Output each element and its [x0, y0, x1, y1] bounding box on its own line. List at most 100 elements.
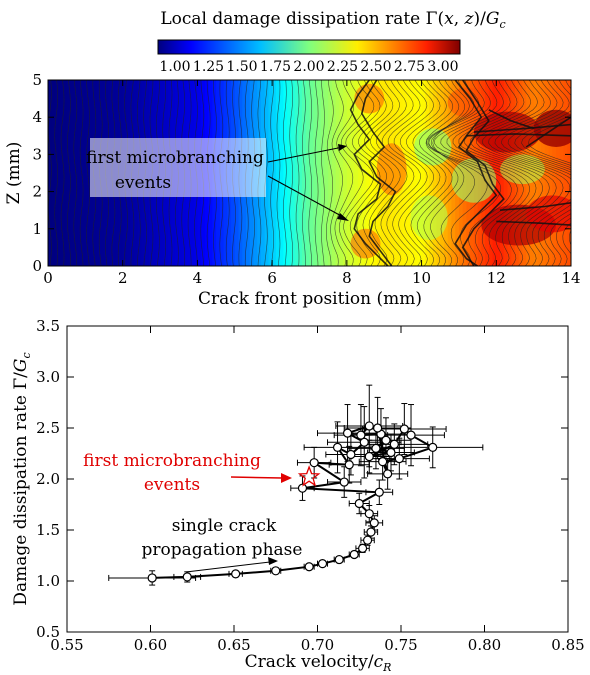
microbranch-label-line-1: first microbranching: [83, 451, 261, 471]
crack-front-line: [446, 80, 531, 266]
heatmap-strip: [294, 80, 299, 266]
data-point: [394, 454, 404, 464]
microbranch-line: [360, 80, 397, 266]
colorbar-tick-label: 2.50: [360, 59, 391, 75]
crack-front-line: [263, 80, 268, 266]
microbranch-annotation: first microbranching events: [83, 451, 292, 495]
heatmap-strip: [328, 80, 333, 266]
crack-front-line: [54, 80, 59, 266]
heatmap-xtick-label: 4: [193, 269, 203, 287]
heatmap-strip: [316, 80, 322, 266]
crack-front-line: [283, 80, 287, 266]
colorbar: 1.00 1.25 1.50 1.75 2.00 2.25 2.50 2.75 3.00: [157, 39, 461, 75]
heatmap-strip: [298, 80, 303, 266]
crack-front-line: [86, 80, 90, 266]
annotation-box: [90, 138, 266, 197]
crack-front-line: [404, 80, 441, 266]
single-crack-arrow: [185, 561, 271, 573]
data-point: [381, 435, 391, 445]
data-point: [428, 442, 438, 452]
data-point: [366, 527, 376, 537]
heatmap-strip: [350, 80, 355, 266]
crack-front-line: [374, 80, 408, 266]
crack-front-line: [362, 80, 394, 266]
colorbar-tick-label: 2.25: [327, 59, 358, 75]
crack-front-line: [410, 80, 447, 266]
data-point: [344, 460, 354, 470]
crack-front-line: [476, 80, 564, 266]
data-point: [334, 554, 344, 565]
data-point: [349, 549, 359, 560]
data-point: [346, 449, 356, 460]
microbranch-arrow: [230, 476, 283, 479]
scatter-xtick-label: 0.55: [50, 636, 83, 654]
heatmap-ytick-label: 2: [32, 183, 42, 201]
microbranch-arrowhead: [281, 473, 292, 483]
crack-front-line: [458, 80, 544, 266]
scatter-panel: 0.55 0.60 0.65 0.70 0.75 0.80 0.85 0.5 1.0 1.5 2.0…: [11, 317, 585, 674]
heatmap-xtick-label: 0: [43, 269, 53, 287]
heatmap-strip: [74, 80, 79, 266]
crack-front-line: [330, 80, 344, 266]
data-point: [383, 469, 393, 479]
crack-front-line: [380, 80, 415, 266]
heatmap-xlabel: Crack front position (mm): [198, 289, 422, 309]
heatmap-strip: [81, 80, 86, 266]
heatmap-strip: [66, 80, 72, 266]
crack-front-line: [67, 80, 71, 266]
heatmap-xtick-label: 6: [267, 269, 277, 287]
heatmap-strip: [559, 80, 565, 266]
scatter-xtick-label: 0.65: [217, 636, 250, 654]
microbranch-line: [525, 116, 571, 148]
heatmap-strip: [77, 80, 83, 266]
crack-front-line: [343, 80, 375, 266]
heatmap-strip: [264, 80, 270, 266]
heatmap-strip: [425, 80, 430, 266]
colorbar-tick-label: 3.00: [427, 59, 458, 75]
data-point: [342, 428, 353, 438]
heatmap-ytick-label: 5: [32, 71, 42, 89]
crack-front-line: [494, 80, 571, 266]
crack-front-line: [427, 80, 512, 266]
single-crack-label-line-1: single crack: [172, 516, 277, 536]
heatmap-strip: [343, 80, 348, 266]
heatmap-strip: [324, 80, 329, 266]
crack-front-line: [528, 117, 571, 246]
data-point: [339, 477, 349, 487]
data-point: [354, 498, 364, 509]
heatmap-strip: [287, 80, 292, 266]
crack-front-line: [48, 80, 52, 266]
heatmap-strip: [358, 80, 363, 266]
heatmap-strip: [414, 80, 419, 266]
data-point: [386, 447, 396, 458]
heatmap-strip: [369, 80, 374, 266]
microbranch-line: [461, 80, 505, 266]
data-point: [332, 442, 343, 452]
data-point: [371, 443, 381, 453]
heatmap-strip: [70, 80, 75, 266]
scatter-xtick-label: 0.60: [134, 636, 167, 654]
crack-front-line: [430, 80, 476, 266]
heatmap-xtick-label: 14: [561, 269, 580, 287]
data-point: [406, 430, 416, 440]
data-point: [147, 573, 157, 583]
colorbar-gradient: [157, 39, 461, 55]
microbranch-line: [466, 133, 571, 137]
heatmap-strip: [275, 80, 281, 266]
heatmap-hotspot: [473, 111, 542, 153]
data-point: [304, 562, 314, 572]
scatter-xtick-label: 0.85: [551, 636, 584, 654]
heatmap-strip: [48, 80, 53, 266]
data-point: [389, 439, 399, 449]
crack-front-line: [433, 80, 518, 266]
data-point: [364, 509, 374, 519]
crack-front-line: [308, 80, 313, 266]
crack-front-line: [482, 80, 571, 266]
crack-front-line: [501, 80, 571, 266]
scatter-ytick-label: 1.0: [36, 572, 60, 590]
annotation-arrow-lower: [267, 175, 346, 219]
data-point: [363, 535, 373, 545]
data-point: [373, 423, 383, 433]
colorbar-ticks: 1.00 1.25 1.50 1.75 2.00 2.25 2.50 2.75 3.00: [159, 59, 458, 75]
